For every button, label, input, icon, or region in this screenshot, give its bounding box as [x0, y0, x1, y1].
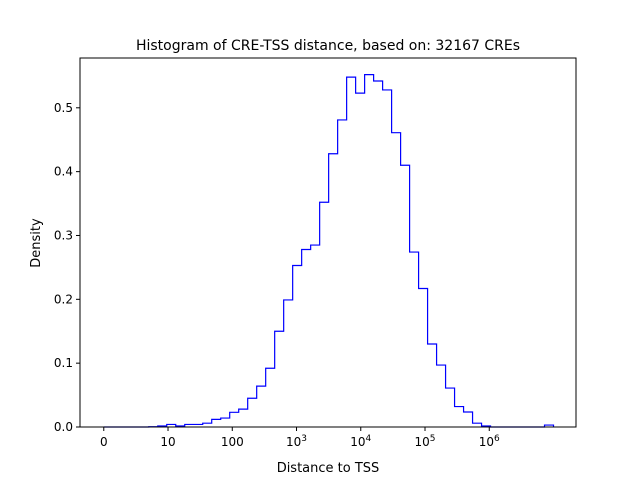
histogram-bin — [455, 407, 464, 427]
chart-title: Histogram of CRE-TSS distance, based on:… — [136, 38, 520, 54]
histogram-bin — [437, 365, 446, 427]
x-tick-label: 106 — [479, 434, 500, 449]
histogram-bin — [320, 202, 329, 427]
histogram-bin — [347, 77, 356, 427]
histogram-bin — [203, 423, 212, 427]
histogram-bin — [266, 368, 275, 427]
histogram-bin — [284, 300, 293, 427]
histogram-bin — [230, 412, 239, 427]
histogram-bin — [419, 288, 428, 427]
y-tick-label: 0.5 — [54, 101, 73, 115]
y-tick-label: 0.1 — [54, 356, 73, 370]
x-axis: 0 10 100 103 104 105 106 — [100, 427, 500, 449]
histogram-bin — [293, 265, 302, 427]
histogram-bin — [239, 409, 248, 427]
histogram-bin — [383, 90, 392, 427]
x-tick-label: 100 — [221, 435, 244, 449]
histogram-bin — [275, 331, 284, 427]
x-tick-label: 103 — [286, 434, 307, 449]
y-axis-label: Density — [29, 218, 44, 268]
y-tick-label: 0.3 — [54, 228, 73, 242]
histogram-bin — [257, 386, 266, 427]
histogram-bin — [392, 133, 401, 427]
x-tick-label: 0 — [100, 435, 108, 449]
y-tick-label: 0.2 — [54, 292, 73, 306]
histogram-bin — [464, 412, 473, 427]
y-tick-label: 0.0 — [54, 420, 73, 434]
histogram-bin — [221, 418, 230, 427]
y-tick-label: 0.4 — [54, 165, 73, 179]
histogram-bin — [329, 154, 338, 427]
histogram-bin — [446, 388, 455, 427]
histogram-bin — [248, 398, 257, 427]
plot-area — [104, 75, 554, 427]
histogram-bin — [338, 120, 347, 427]
histogram-bin — [365, 75, 374, 427]
histogram-bin — [356, 93, 365, 427]
x-axis-label: Distance to TSS — [277, 461, 380, 476]
x-tick-label: 10 — [160, 435, 175, 449]
x-tick-label: 105 — [415, 434, 436, 449]
histogram-bin — [212, 419, 221, 427]
histogram-bin — [302, 250, 311, 427]
histogram-bin — [401, 165, 410, 427]
histogram-bin — [374, 81, 383, 427]
x-tick-label: 104 — [350, 434, 371, 449]
histogram-bin — [428, 344, 437, 427]
histogram-bin — [473, 423, 482, 427]
histogram-bin — [311, 245, 320, 427]
y-axis: 0.0 0.1 0.2 0.3 0.4 0.5 — [54, 101, 80, 434]
histogram-bin — [410, 252, 419, 427]
